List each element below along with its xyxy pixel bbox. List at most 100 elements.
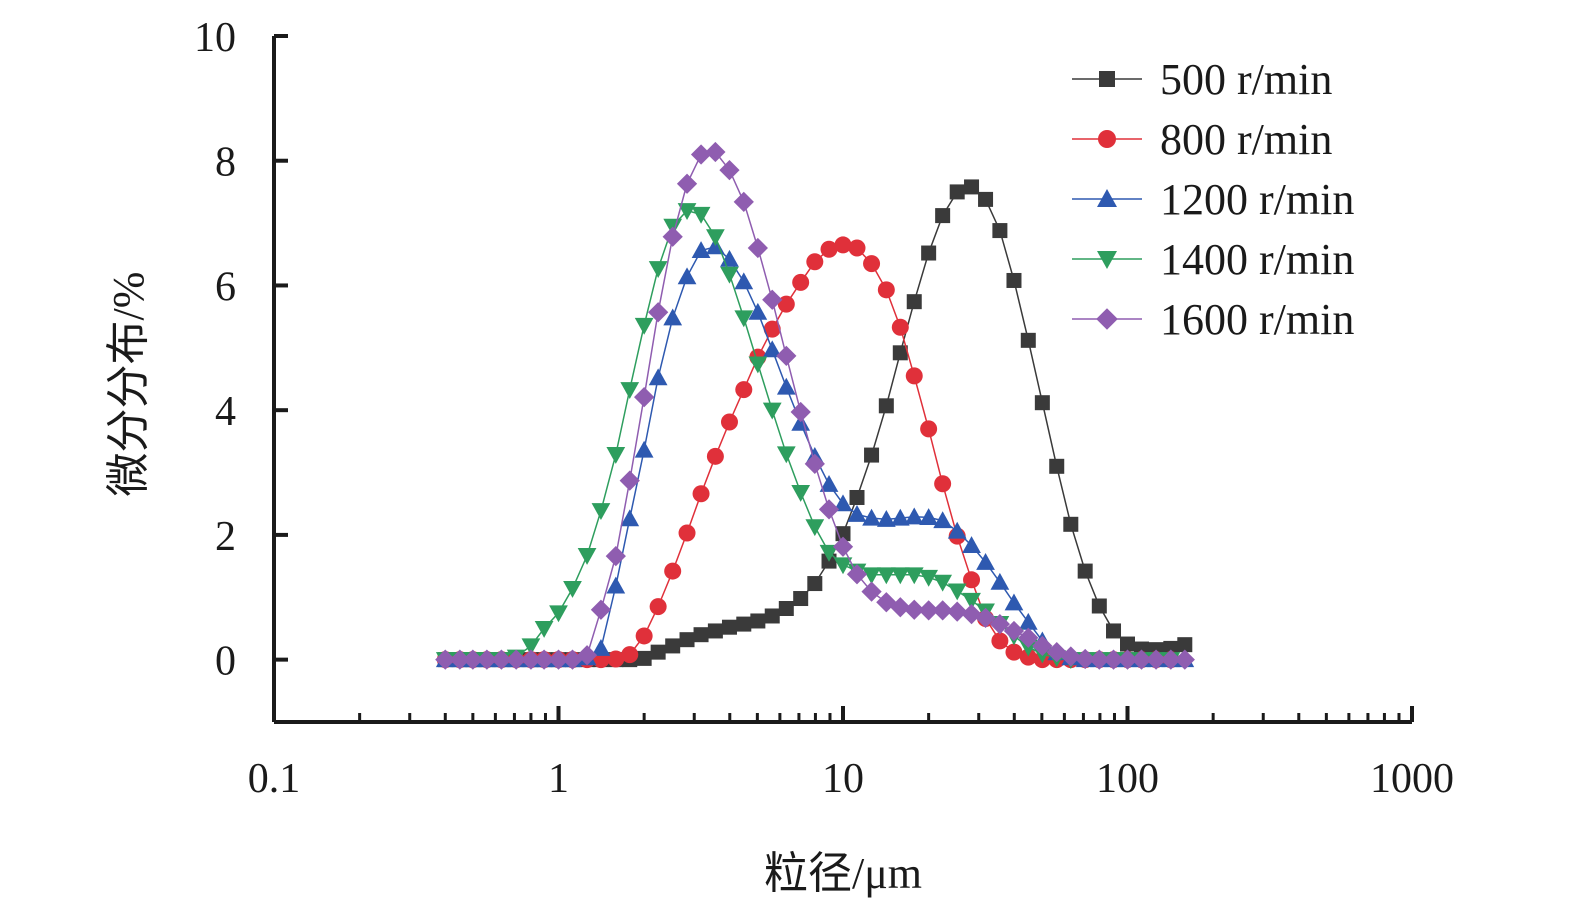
data-point — [989, 613, 1011, 635]
data-point — [620, 509, 640, 527]
data-point — [1098, 130, 1116, 148]
data-point — [690, 144, 712, 165]
data-point — [747, 237, 768, 259]
data-point — [864, 447, 880, 463]
data-point — [1089, 649, 1110, 670]
data-point — [1005, 643, 1023, 661]
data-point — [533, 649, 555, 670]
data-point — [807, 576, 823, 592]
legend-entry: 500 r/min — [1072, 55, 1332, 104]
data-point — [1006, 272, 1022, 288]
data-point — [1103, 649, 1124, 670]
data-point — [804, 453, 825, 474]
data-point — [876, 567, 896, 585]
data-point — [863, 255, 881, 273]
data-point — [1060, 646, 1081, 667]
data-point — [720, 266, 739, 284]
data-point — [921, 245, 937, 261]
data-point — [962, 536, 981, 554]
data-point — [818, 499, 840, 520]
data-point — [706, 229, 725, 247]
series-line — [445, 209, 1171, 661]
data-point — [947, 521, 967, 539]
data-point — [949, 184, 965, 200]
data-point — [1020, 332, 1036, 348]
data-point — [635, 627, 653, 645]
data-point — [462, 649, 483, 670]
y-tick-label: 4 — [215, 389, 236, 435]
data-point — [1063, 516, 1079, 532]
data-point — [678, 524, 696, 542]
data-point — [933, 511, 953, 529]
x-tick-label: 1000 — [1370, 756, 1454, 802]
data-point — [1145, 649, 1167, 670]
data-point — [1032, 635, 1053, 657]
data-point — [819, 544, 839, 562]
data-point — [591, 503, 611, 520]
legend-entry: 1400 r/min — [1072, 235, 1354, 284]
data-point — [476, 649, 497, 670]
data-point — [733, 191, 754, 213]
data-point — [621, 646, 639, 664]
data-point — [919, 508, 939, 525]
data-point — [806, 253, 824, 271]
data-point — [791, 485, 811, 502]
series — [435, 141, 1195, 670]
data-point — [606, 576, 626, 594]
data-point — [762, 340, 782, 358]
y-tick-label: 0 — [215, 639, 236, 685]
data-point — [990, 572, 1010, 590]
data-point — [964, 179, 980, 195]
data-point — [676, 173, 698, 194]
data-point — [932, 600, 953, 621]
data-point — [861, 581, 882, 602]
data-point — [834, 236, 852, 254]
data-point — [890, 508, 910, 526]
data-point — [636, 650, 652, 666]
data-point — [961, 603, 982, 625]
data-point — [790, 401, 811, 423]
x-axis-title: 粒径/μm — [764, 849, 922, 898]
legend-label: 800 r/min — [1160, 115, 1332, 164]
y-tick-label: 8 — [215, 140, 236, 186]
data-point — [1177, 637, 1193, 653]
data-point — [876, 509, 896, 527]
data-point — [935, 208, 951, 224]
data-point — [904, 599, 925, 620]
x-tick-label: 10 — [822, 756, 864, 802]
data-point — [820, 240, 838, 258]
data-point — [975, 607, 996, 628]
data-point — [664, 562, 682, 580]
data-point — [919, 569, 939, 587]
data-point — [991, 632, 1009, 650]
data-point — [762, 289, 783, 310]
data-point — [963, 571, 981, 589]
legend-entry: 800 r/min — [1072, 115, 1332, 164]
data-point — [764, 608, 780, 624]
data-point — [1097, 251, 1117, 269]
y-tick-label: 2 — [215, 514, 236, 560]
data-point — [634, 440, 654, 458]
data-point — [750, 613, 766, 629]
data-point — [677, 203, 697, 220]
data-point — [862, 567, 881, 585]
data-point — [1018, 639, 1038, 657]
data-point — [776, 446, 796, 464]
data-point — [992, 223, 1008, 239]
data-point — [1075, 648, 1096, 670]
data-point — [605, 545, 626, 567]
data-point — [976, 552, 995, 570]
data-point — [1106, 623, 1122, 639]
data-point — [691, 206, 711, 224]
legend: 500 r/min 800 r/min 1200 r/min 1400 r/min 16… — [1072, 55, 1354, 344]
data-point — [1004, 593, 1024, 611]
data-point — [619, 470, 640, 491]
data-point — [833, 494, 853, 512]
data-point — [706, 447, 724, 465]
data-point — [877, 281, 895, 299]
data-point — [734, 310, 754, 328]
data-point — [1097, 189, 1117, 207]
data-point — [847, 504, 867, 522]
data-point — [947, 601, 968, 622]
